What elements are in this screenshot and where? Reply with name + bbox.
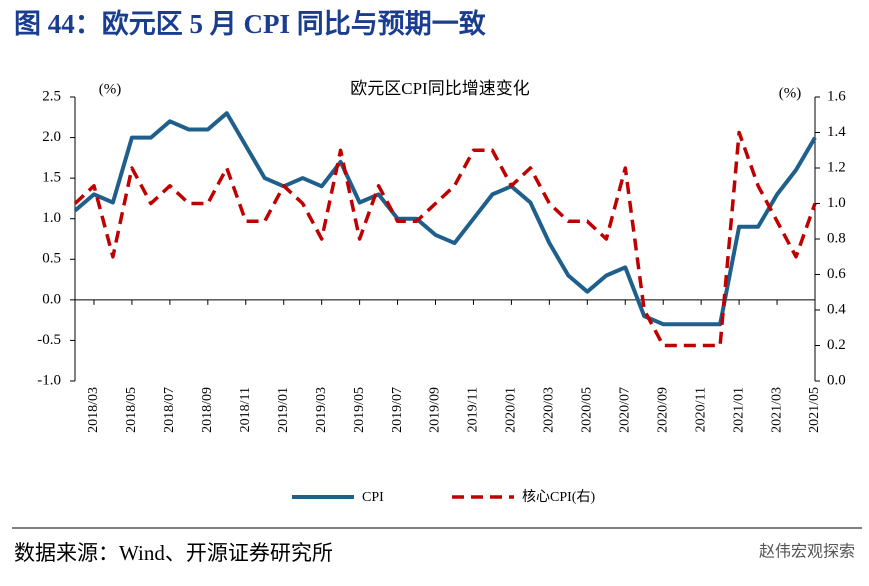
y-tick-label: 1.0 [42, 210, 61, 226]
x-tick-label: 2020/09 [655, 387, 670, 433]
y2-tick-label: 0.4 [827, 301, 846, 317]
x-tick-label: 2020/11 [693, 387, 708, 432]
legend-label: 核心CPI(右) [522, 489, 595, 505]
y-tick-label: -1.0 [37, 372, 61, 388]
x-tick-label: 2018/07 [162, 387, 177, 433]
x-tick-label: 2019/07 [390, 387, 405, 433]
y-tick-label: 0.5 [42, 251, 61, 267]
y-tick-label: 2.5 [42, 88, 61, 104]
y2-axis-unit: (%) [779, 85, 802, 101]
y2-tick-label: 1.6 [827, 88, 846, 104]
legend-label: CPI [362, 490, 384, 505]
y-tick-label: 2.0 [42, 129, 61, 145]
x-tick-label: 2019/11 [466, 387, 481, 432]
x-tick-label: 2019/03 [314, 387, 329, 433]
x-tick-label: 2021/03 [769, 387, 784, 433]
y2-tick-label: 0.6 [827, 266, 846, 282]
x-tick-label: 2021/05 [807, 387, 822, 433]
series-line [73, 130, 817, 348]
watermark: 赵伟宏观探索 [759, 542, 855, 561]
y-axis-unit: (%) [99, 81, 122, 97]
x-tick-label: 2018/11 [238, 387, 253, 432]
x-tick-label: 2020/07 [617, 387, 632, 433]
y2-tick-label: 0.0 [827, 372, 846, 388]
y2-tick-label: 1.0 [827, 195, 846, 211]
x-tick-label: 2019/05 [352, 387, 367, 433]
series-line [73, 111, 817, 327]
page-title: 图 44：欧元区 5 月 CPI 同比与预期一致 [14, 8, 486, 39]
x-tick-label: 2020/03 [542, 387, 557, 433]
chart-title: 欧元区CPI同比增速变化 [350, 79, 529, 98]
y2-tick-label: 1.2 [827, 159, 846, 175]
x-tick-label: 2018/03 [86, 387, 101, 433]
y2-tick-label: 0.8 [827, 230, 846, 246]
x-tick-label: 2019/01 [276, 387, 291, 433]
source-note: 数据来源：Wind、开源证券研究所 [14, 541, 333, 565]
x-tick-label: 2018/05 [124, 387, 139, 433]
x-tick-label: 2020/05 [580, 387, 595, 433]
x-tick-label: 2018/09 [200, 387, 215, 433]
x-tick-label: 2021/01 [731, 387, 746, 433]
x-tick-label: 2020/01 [504, 387, 519, 433]
y-tick-label: 0.0 [42, 291, 61, 307]
y-tick-label: 1.5 [42, 170, 61, 186]
y-tick-label: -0.5 [37, 332, 61, 348]
y2-tick-label: 0.2 [827, 337, 846, 353]
x-tick-label: 2019/09 [428, 387, 443, 433]
y2-tick-label: 1.4 [827, 124, 846, 140]
